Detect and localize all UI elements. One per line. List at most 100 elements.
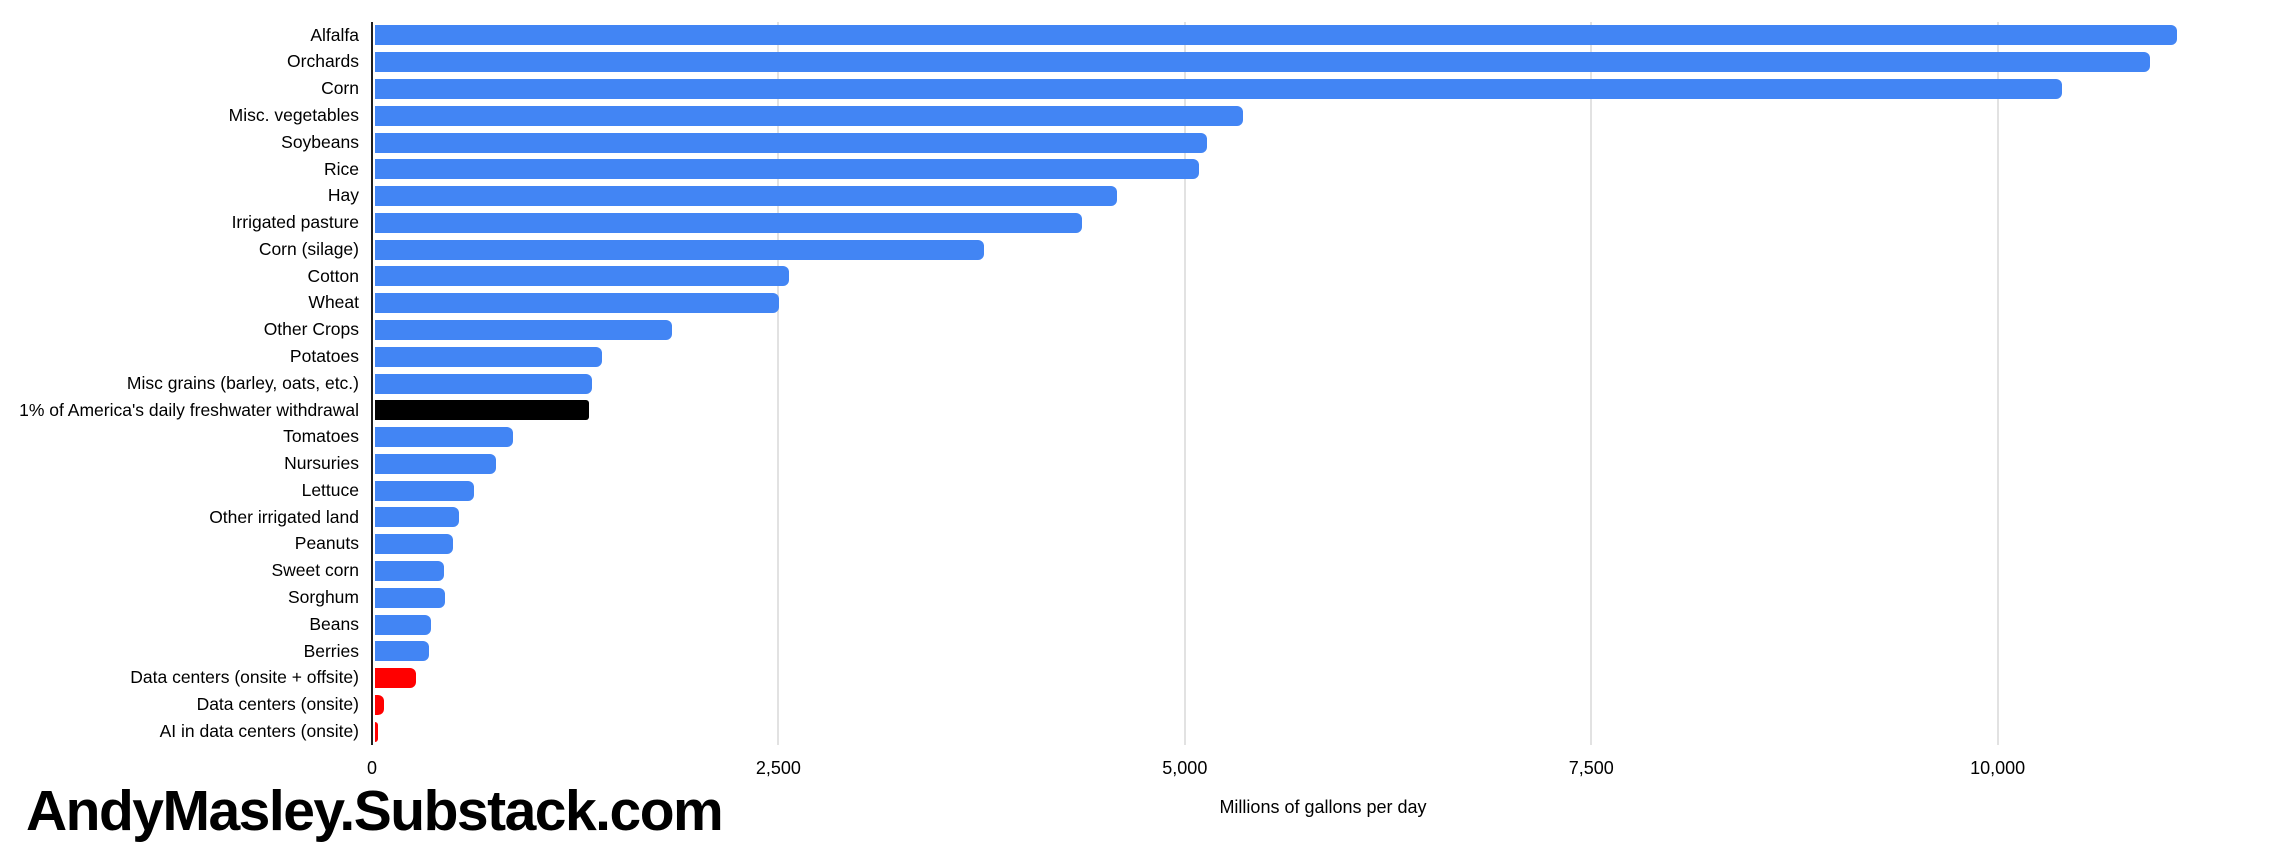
bar-sorghum [374,587,446,608]
category-label-data-centers-onsite: Data centers (onsite) [196,694,359,715]
category-label-data-centers-onsite-offsite: Data centers (onsite + offsite) [130,667,359,688]
bar-row-other-irrigated-land: Other irrigated land [0,504,2274,531]
bar-row-data-centers-onsite-offsite: Data centers (onsite + offsite) [0,665,2274,692]
category-label-nursuries: Nursuries [284,453,359,474]
bar-data-centers-onsite-offsite [374,668,416,689]
bar-data-centers-onsite [374,694,385,715]
category-label-misc-vegetables: Misc. vegetables [228,104,359,125]
category-label-sweet-corn: Sweet corn [271,560,359,581]
bar-track [372,614,2274,635]
bar-row-wheat: Wheat [0,290,2274,317]
category-label-ai-in-data-centers-onsite: AI in data centers (onsite) [159,720,359,741]
bar-track [372,25,2274,46]
bar-track [372,507,2274,528]
bar-row-beans: Beans [0,611,2274,638]
bar-orchards [374,52,2150,73]
bar-row-orchards: Orchards [0,49,2274,76]
bar-tomatoes [374,427,513,448]
category-label-orchards: Orchards [287,51,359,72]
category-label-potatoes: Potatoes [289,346,359,367]
bar-track [372,346,2274,367]
bar-row-potatoes: Potatoes [0,343,2274,370]
bar-row-corn-silage: Corn (silage) [0,236,2274,263]
bar-track [372,319,2274,340]
category-label-rice: Rice [323,158,359,179]
x-tick-label-10000: 10,000 [1970,758,2026,778]
bar-1-of-america-s-daily-freshwater-withdrawal [374,400,590,421]
category-label-cotton: Cotton [307,265,359,286]
bar-row-rice: Rice [0,156,2274,183]
category-label-tomatoes: Tomatoes [283,426,359,447]
x-axis-ticks: 0 2,500 5,000 7,500 10,000 [367,758,2274,782]
bar-row-alfalfa: Alfalfa [0,22,2274,49]
bar-irrigated-pasture [374,212,1082,233]
category-label-peanuts: Peanuts [294,533,359,554]
bar-row-berries: Berries [0,638,2274,665]
bar-track [372,427,2274,448]
bar-corn [374,78,2062,99]
category-label-alfalfa: Alfalfa [310,24,359,45]
bar-cotton [374,266,790,287]
gridline-10000 [1996,22,1999,745]
bar-track [372,453,2274,474]
bar-other-irrigated-land [374,507,460,528]
bar-track [372,373,2274,394]
x-tick-label-0: 0 [366,758,378,778]
x-axis-title: Millions of gallons per day [1219,797,1427,817]
category-label-other-crops: Other Crops [263,319,359,340]
bar-row-misc-vegetables: Misc. vegetables [0,102,2274,129]
bar-rice [374,159,1199,180]
gridline-7500 [1590,22,1593,745]
bar-row-lettuce: Lettuce [0,477,2274,504]
bar-potatoes [374,346,603,367]
bar-row-peanuts: Peanuts [0,531,2274,558]
bar-row-data-centers-onsite: Data centers (onsite) [0,692,2274,719]
bar-track [372,480,2274,501]
bar-row-misc-grains-barley-oats-etc: Misc grains (barley, oats, etc.) [0,370,2274,397]
category-label-other-irrigated-land: Other irrigated land [209,506,359,527]
category-label-soybeans: Soybeans [281,131,359,152]
bar-track [372,721,2274,742]
bar-ai-in-data-centers-onsite [374,721,378,742]
bar-track [372,266,2274,287]
bar-row-hay: Hay [0,183,2274,210]
category-label-lettuce: Lettuce [301,479,359,500]
bar-track [372,694,2274,715]
bar-track [372,400,2274,421]
bar-track [372,186,2274,207]
bar-row-cotton: Cotton [0,263,2274,290]
bar-track [372,534,2274,555]
bar-rows: Alfalfa Orchards Corn Misc. vegetables Soybe… [0,22,2274,745]
bar-sweet-corn [374,561,445,582]
bar-hay [374,186,1118,207]
category-label-1-of-america-s-daily-freshwater-withdrawal: 1% of America's daily freshwater withdra… [19,399,359,420]
x-tick-label-7500: 7,500 [1568,758,1614,778]
bar-track [372,159,2274,180]
bar-track [372,668,2274,689]
x-tick-label-5000: 5,000 [1162,758,1208,778]
bar-row-nursuries: Nursuries [0,451,2274,478]
bar-track [372,52,2274,73]
bar-row-irrigated-pasture: Irrigated pasture [0,209,2274,236]
category-label-irrigated-pasture: Irrigated pasture [231,212,359,233]
bar-row-ai-in-data-centers-onsite: AI in data centers (onsite) [0,718,2274,745]
bar-track [372,212,2274,233]
bar-soybeans [374,132,1207,153]
bar-peanuts [374,534,453,555]
plot-area [371,22,2274,745]
bar-track [372,561,2274,582]
bar-track [372,105,2274,126]
category-label-corn-silage: Corn (silage) [258,238,359,259]
category-label-corn: Corn [321,78,359,99]
gridline-5000 [1183,22,1186,745]
bar-misc-grains-barley-oats-etc [374,373,593,394]
bar-lettuce [374,480,475,501]
bar-alfalfa [374,25,2178,46]
bar-row-1-of-america-s-daily-freshwater-withdrawal: 1% of America's daily freshwater withdra… [0,397,2274,424]
bar-track [372,239,2274,260]
category-label-wheat: Wheat [308,292,359,313]
category-label-hay: Hay [327,185,359,206]
bar-track [372,78,2274,99]
category-label-sorghum: Sorghum [287,587,359,608]
